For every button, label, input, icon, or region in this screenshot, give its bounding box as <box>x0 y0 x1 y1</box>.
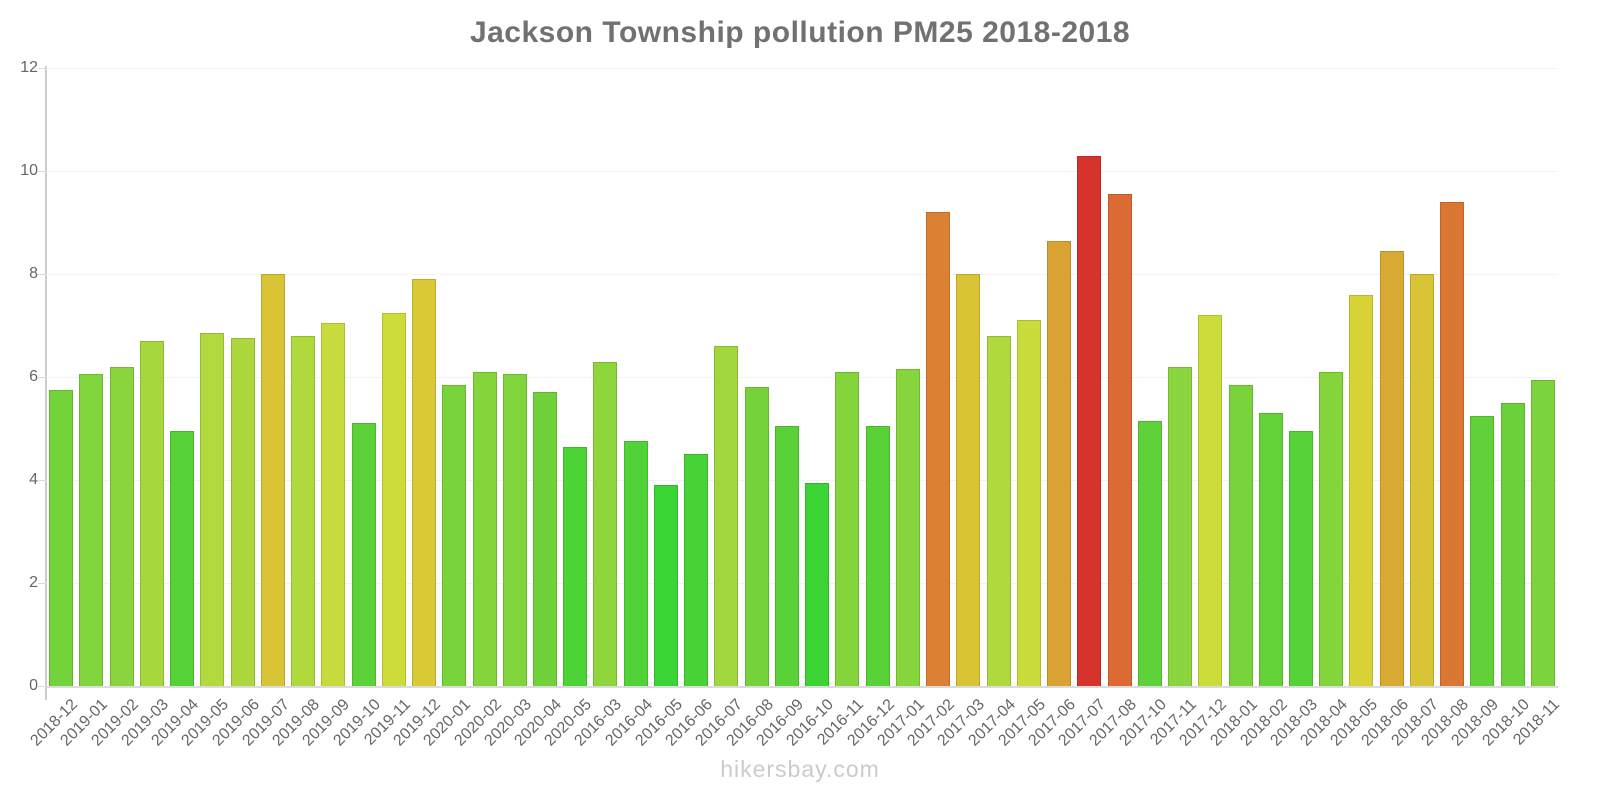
bar-2019-03 <box>139 340 164 686</box>
bar-2020-04 <box>533 392 557 686</box>
bar-2019-09 <box>321 322 346 686</box>
bar-2018-08 <box>1440 201 1465 686</box>
gridline <box>46 583 1558 584</box>
bar-2019-12 <box>412 279 436 686</box>
y-axis-line <box>45 66 47 700</box>
bar-2016-03 <box>593 361 618 686</box>
bar-2018-03 <box>1289 431 1313 686</box>
bar-2020-03 <box>502 374 527 686</box>
y-tick-label: 4 <box>29 471 38 488</box>
bar-2018-02 <box>1258 413 1283 686</box>
bar-2017-04 <box>986 335 1011 686</box>
bar-2020-02 <box>472 371 497 686</box>
y-tick-mark <box>38 68 46 69</box>
y-tick-label: 8 <box>29 265 38 282</box>
gridline <box>46 480 1558 481</box>
bar-2017-06 <box>1047 240 1071 686</box>
y-tick-mark <box>38 686 46 687</box>
chart-title: Jackson Township pollution PM25 2018-201… <box>469 16 1131 49</box>
bar-2019-07 <box>260 274 285 686</box>
bar-2019-08 <box>291 335 315 686</box>
bar-2019-11 <box>381 312 406 686</box>
y-tick-mark <box>38 274 46 275</box>
gridline <box>46 171 1558 172</box>
watermark: hikersbay.com <box>720 756 880 782</box>
bar-2019-10 <box>351 423 376 686</box>
bar-2019-01 <box>79 374 104 686</box>
bar-2019-02 <box>109 366 134 686</box>
bar-2016-05 <box>653 485 678 686</box>
bar-2017-12 <box>1198 315 1223 686</box>
bar-2017-08 <box>1107 194 1132 686</box>
bar-2019-05 <box>200 333 225 686</box>
gridline <box>46 274 1558 275</box>
x-axis-baseline <box>46 686 1558 688</box>
bar-2020-01 <box>442 384 467 686</box>
bar-2016-12 <box>865 425 890 686</box>
bar-2018-09 <box>1470 415 1495 686</box>
bar-2017-01 <box>895 369 920 686</box>
bar-2020-05 <box>563 446 588 686</box>
y-tick-label: 10 <box>20 162 38 179</box>
bar-2016-09 <box>774 425 799 686</box>
bar-2019-06 <box>230 338 255 686</box>
bar-2016-11 <box>835 371 860 686</box>
bar-2019-04 <box>170 431 195 686</box>
bar-2016-10 <box>805 482 830 686</box>
bar-2017-02 <box>926 212 951 686</box>
y-tick-label: 0 <box>29 677 38 694</box>
y-tick-mark <box>38 377 46 378</box>
bar-2016-04 <box>623 441 648 686</box>
bar-2018-01 <box>1228 384 1253 686</box>
gridline <box>46 377 1558 378</box>
bar-2016-06 <box>684 454 709 686</box>
bar-2016-07 <box>714 346 739 686</box>
bar-2018-04 <box>1319 371 1344 686</box>
bar-2018-10 <box>1500 402 1525 686</box>
bar-2017-10 <box>1137 420 1162 686</box>
bar-2018-12 <box>49 389 74 686</box>
bar-2018-07 <box>1409 274 1434 686</box>
bar-2017-07 <box>1077 155 1102 686</box>
bar-2018-11 <box>1530 379 1555 686</box>
y-tick-label: 6 <box>29 368 38 385</box>
gridline <box>46 68 1558 69</box>
bar-2017-03 <box>956 274 981 686</box>
bar-2016-08 <box>744 387 769 686</box>
y-tick-mark <box>38 583 46 584</box>
bar-2018-06 <box>1379 250 1404 686</box>
plot-area: 0 2 4 6 8 10 12 <box>20 59 1558 700</box>
y-tick-mark <box>38 171 46 172</box>
bar-2018-05 <box>1349 294 1374 686</box>
y-tick-label: 2 <box>29 574 38 591</box>
y-tick-mark <box>38 480 46 481</box>
y-tick-label: 12 <box>20 59 38 76</box>
bar-2017-11 <box>1168 366 1192 686</box>
bar-2017-05 <box>1016 320 1041 686</box>
